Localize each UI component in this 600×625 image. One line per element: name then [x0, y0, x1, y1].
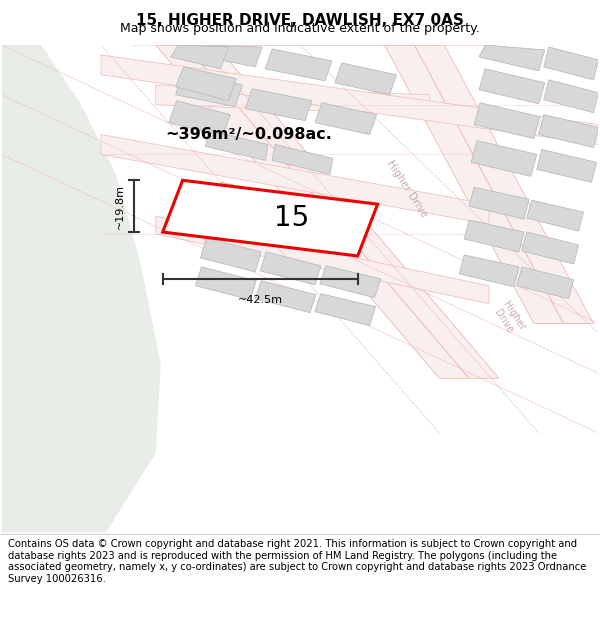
Polygon shape: [464, 220, 524, 252]
Polygon shape: [169, 101, 230, 136]
Polygon shape: [335, 63, 397, 95]
Polygon shape: [459, 255, 519, 287]
Text: 15: 15: [274, 204, 310, 232]
Polygon shape: [245, 89, 312, 121]
Polygon shape: [315, 102, 377, 134]
Polygon shape: [205, 131, 268, 161]
Polygon shape: [156, 45, 469, 378]
Polygon shape: [320, 266, 380, 298]
Polygon shape: [101, 134, 489, 224]
Text: ~19.8m: ~19.8m: [115, 184, 125, 229]
Polygon shape: [176, 67, 236, 101]
Polygon shape: [2, 45, 161, 532]
Polygon shape: [196, 45, 262, 67]
Polygon shape: [196, 267, 256, 300]
Polygon shape: [527, 200, 584, 231]
Polygon shape: [260, 252, 321, 285]
Polygon shape: [544, 47, 598, 80]
Polygon shape: [479, 45, 545, 71]
Polygon shape: [537, 149, 596, 182]
Text: Map shows position and indicative extent of the property.: Map shows position and indicative extent…: [120, 22, 480, 35]
Polygon shape: [284, 198, 344, 228]
Polygon shape: [101, 55, 598, 144]
Polygon shape: [163, 180, 377, 256]
Text: ~42.5m: ~42.5m: [238, 295, 283, 305]
Polygon shape: [176, 73, 242, 107]
Text: 15, HIGHER DRIVE, DAWLISH, EX7 0AS: 15, HIGHER DRIVE, DAWLISH, EX7 0AS: [136, 12, 464, 28]
Text: Higher
Drive: Higher Drive: [491, 299, 527, 338]
Polygon shape: [170, 45, 229, 69]
Polygon shape: [522, 232, 578, 264]
Polygon shape: [185, 45, 499, 378]
Polygon shape: [385, 45, 563, 324]
Text: ~396m²/~0.098ac.: ~396m²/~0.098ac.: [165, 127, 332, 142]
Text: Higher Drive: Higher Drive: [385, 159, 430, 219]
Polygon shape: [517, 267, 574, 299]
Polygon shape: [471, 141, 537, 176]
Polygon shape: [315, 294, 376, 326]
Polygon shape: [255, 281, 316, 312]
Polygon shape: [479, 69, 545, 104]
Polygon shape: [544, 80, 598, 112]
Text: Contains OS data © Crown copyright and database right 2021. This information is : Contains OS data © Crown copyright and d…: [8, 539, 586, 584]
Polygon shape: [539, 114, 598, 148]
Polygon shape: [415, 45, 593, 324]
Polygon shape: [265, 49, 332, 81]
Polygon shape: [474, 102, 540, 139]
Polygon shape: [272, 144, 333, 174]
Polygon shape: [156, 85, 430, 114]
Polygon shape: [469, 188, 529, 219]
Polygon shape: [215, 182, 284, 216]
Polygon shape: [200, 238, 261, 272]
Polygon shape: [156, 216, 489, 304]
